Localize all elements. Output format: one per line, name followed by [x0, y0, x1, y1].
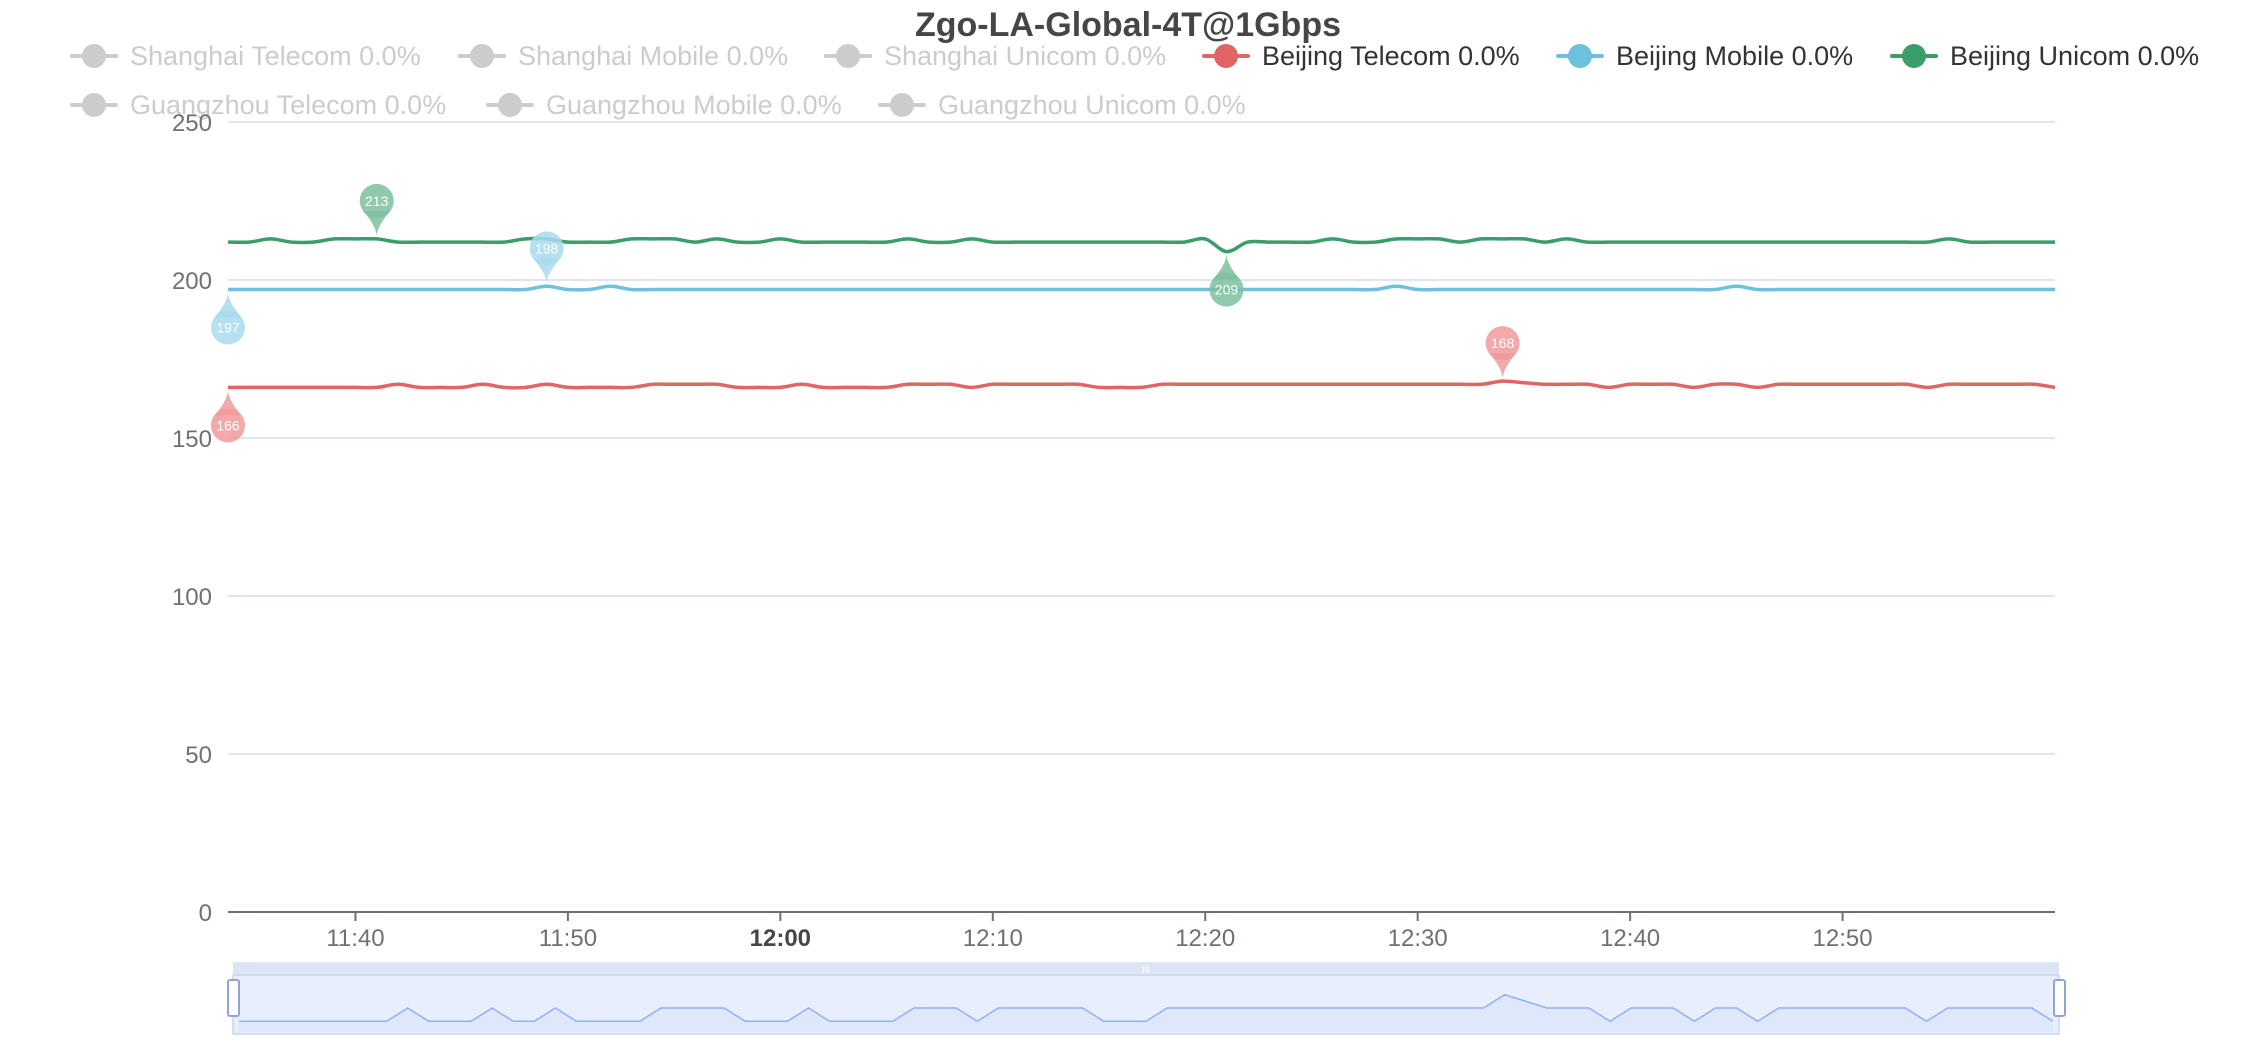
chart-title: Zgo-LA-Global-4T@1Gbps [914, 6, 1341, 44]
legend-label: Shanghai Telecom 0.0% [130, 40, 421, 71]
x-tick-label: 12:40 [1600, 925, 1660, 952]
min-pin-beijing-unicom: 209 [1209, 253, 1244, 307]
x-tick-label: 11:50 [539, 925, 597, 952]
x-tick-label: 12:50 [1813, 925, 1873, 952]
zoom-preview-line [239, 993, 2054, 1023]
legend-label: Shanghai Unicom 0.0% [884, 40, 1167, 71]
legend-label: Guangzhou Unicom 0.0% [938, 89, 1246, 120]
pin-label: 197 [216, 319, 240, 335]
legend-swatch-icon [824, 36, 872, 76]
series-line-beijing-unicom [227, 236, 2055, 254]
legend-label: Shanghai Mobile 0.0% [518, 40, 789, 71]
series-line-beijing-telecom [227, 379, 2056, 390]
legend-label: Guangzhou Telecom 0.0% [130, 89, 447, 120]
max-pin-beijing-unicom: 213 [359, 183, 394, 237]
legend-item-guangzhou-telecom[interactable]: Guangzhou Telecom 0.0% [70, 85, 446, 125]
legend-item-shanghai-unicom[interactable]: Shanghai Unicom 0.0% [824, 36, 1166, 76]
y-tick-label: 200 [172, 268, 212, 295]
zoom-handle-bar[interactable] [233, 962, 2059, 975]
y-tick-label: 50 [185, 742, 212, 769]
legend-item-shanghai-mobile[interactable]: Shanghai Mobile 0.0% [458, 36, 788, 76]
pin-label: 213 [365, 193, 389, 209]
legend-swatch-icon [1202, 36, 1250, 76]
legend-label: Beijing Telecom 0.0% [1262, 40, 1520, 71]
x-tick-label: 12:00 [750, 925, 811, 952]
legend-swatch-icon [70, 85, 118, 125]
zoom-handle-left[interactable] [227, 979, 240, 1017]
legend-item-guangzhou-unicom[interactable]: Guangzhou Unicom 0.0% [878, 85, 1246, 125]
legend-item-beijing-telecom[interactable]: Beijing Telecom 0.0% [1202, 36, 1520, 76]
y-tick-label: 150 [172, 426, 212, 453]
zoom-handle-right[interactable] [2053, 979, 2066, 1017]
legend-swatch-icon [486, 85, 534, 125]
x-tick-label: 12:10 [963, 925, 1023, 952]
legend-label: Guangzhou Mobile 0.0% [546, 89, 842, 120]
pin-label: 168 [1491, 335, 1515, 351]
legend: Shanghai Telecom 0.0% Shanghai Mobile 0.0… [0, 0, 2256, 150]
legend-item-guangzhou-mobile[interactable]: Guangzhou Mobile 0.0% [486, 85, 842, 125]
y-tick-label: 100 [172, 584, 212, 611]
zoom-handle-label: III [1142, 965, 1150, 976]
min-pin-beijing-telecom: 166 [211, 389, 245, 443]
legend-item-beijing-mobile[interactable]: Beijing Mobile 0.0% [1556, 36, 1853, 76]
x-tick-label: 12:20 [1175, 925, 1235, 952]
legend-swatch-icon [458, 36, 506, 76]
legend-label: Beijing Mobile 0.0% [1616, 40, 1854, 71]
legend-swatch-icon [878, 85, 926, 125]
legend-label: Beijing Unicom 0.0% [1950, 40, 2200, 71]
y-tick-label: 250 [172, 110, 212, 137]
max-pin-beijing-telecom: 168 [1485, 326, 1520, 380]
legend-item-shanghai-telecom[interactable]: Shanghai Telecom 0.0% [70, 36, 421, 76]
legend-swatch-icon [1890, 36, 1938, 76]
x-tick-label: 11:40 [326, 925, 384, 952]
legend-item-beijing-unicom[interactable]: Beijing Unicom 0.0% [1890, 36, 2199, 76]
zoom-preview-area [239, 994, 2053, 1032]
legend-swatch-icon [1556, 36, 1604, 76]
y-tick-label: 0 [199, 900, 212, 927]
pin-label: 209 [1215, 282, 1239, 298]
legend-swatch-icon [70, 36, 118, 76]
min-pin-beijing-mobile: 197 [211, 291, 245, 345]
x-tick-label: 12:30 [1388, 925, 1448, 952]
pin-label: 198 [535, 240, 559, 256]
data-zoom-slider[interactable]: III [227, 962, 2066, 1035]
series-line-beijing-mobile [227, 284, 2055, 292]
max-pin-beijing-mobile: 198 [529, 231, 564, 285]
pin-label: 166 [216, 417, 240, 433]
